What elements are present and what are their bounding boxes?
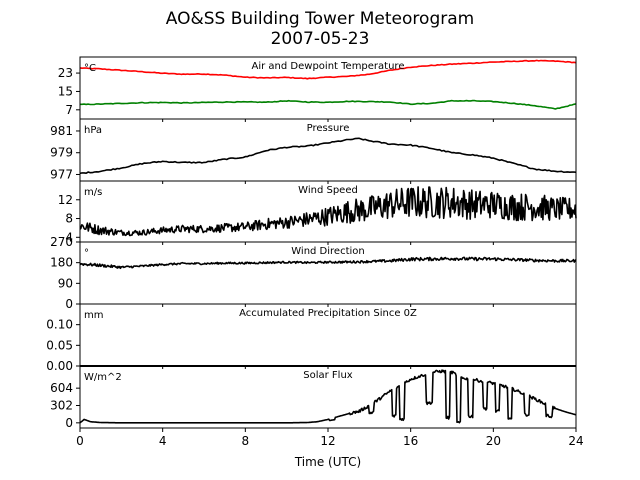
y-tick-label: 180 xyxy=(50,256,73,270)
panel-title: Solar Flux xyxy=(303,370,353,381)
series-line-3-1 xyxy=(79,186,577,237)
panel-title: Air and Dewpoint Temperature xyxy=(252,61,405,72)
x-tick-label: 4 xyxy=(159,434,167,448)
x-tick-label: 16 xyxy=(403,434,418,448)
panel-5: 0.00 0.05 0.10 mm Accumulated Precipitation … xyxy=(46,303,577,373)
y-tick-label: 90 xyxy=(58,276,73,290)
panel-title: Accumulated Precipitation Since 0Z xyxy=(239,308,417,319)
y-tick-label: 0.10 xyxy=(46,318,73,332)
x-tick-label: 12 xyxy=(320,434,335,448)
y-tick-label: 0 xyxy=(65,416,73,430)
y-tick-label: 604 xyxy=(50,381,73,395)
y-tick-label: 8 xyxy=(65,212,73,226)
panel-title: Wind Speed xyxy=(298,185,358,196)
y-tick-label: 7 xyxy=(65,103,73,117)
unit-label: hPa xyxy=(84,125,102,136)
series-line-1-2 xyxy=(80,99,577,110)
panel-6: 0 302 604 W/m^2 Solar Flux xyxy=(50,365,577,432)
y-tick-label: 0.05 xyxy=(46,338,73,352)
y-tick-label: 981 xyxy=(50,124,73,138)
y-tick-label: 979 xyxy=(50,146,73,160)
y-tick-label: 23 xyxy=(58,66,73,80)
panel-title: Wind Direction xyxy=(291,246,365,257)
figure-subtitle: 2007-05-23 xyxy=(271,29,370,49)
series-line-1-1 xyxy=(79,59,577,80)
x-axis-label: Time (UTC) xyxy=(294,455,361,469)
panel-3: 4 8 12 m/s Wind Speed xyxy=(58,180,577,245)
y-tick-label: 270 xyxy=(50,235,73,249)
panel-title: Pressure xyxy=(307,123,350,134)
panel-4: 0 90 180 270 ° Wind Direction xyxy=(50,235,577,311)
y-tick-label: 977 xyxy=(50,167,73,181)
series-line-4-1 xyxy=(79,256,577,270)
y-tick-label: 0.00 xyxy=(46,359,73,373)
y-tick-label: 302 xyxy=(50,398,73,412)
series-line-6-1 xyxy=(79,369,577,424)
panel-1: 7 15 23 °C Air and Dewpoint Temperature xyxy=(58,56,577,122)
panel-2: 977 979 981 hPa Pressure xyxy=(50,118,577,184)
unit-label: ° xyxy=(84,248,89,259)
x-tick-label: 20 xyxy=(486,434,501,448)
series-line-2-1 xyxy=(79,137,577,175)
unit-label: °C xyxy=(84,63,96,74)
y-tick-label: 4 xyxy=(65,230,73,244)
figure-title: AO&SS Building Tower Meteorogram xyxy=(166,9,474,29)
unit-label: W/m^2 xyxy=(84,372,122,383)
y-tick-label: 12 xyxy=(58,193,73,207)
x-tick-label: 8 xyxy=(242,434,250,448)
unit-label: m/s xyxy=(84,187,102,198)
y-tick-label: 0 xyxy=(65,297,73,311)
x-tick-label: 0 xyxy=(76,434,84,448)
y-tick-label: 15 xyxy=(58,84,73,98)
unit-label: mm xyxy=(84,310,103,321)
x-tick-label: 24 xyxy=(568,434,583,448)
